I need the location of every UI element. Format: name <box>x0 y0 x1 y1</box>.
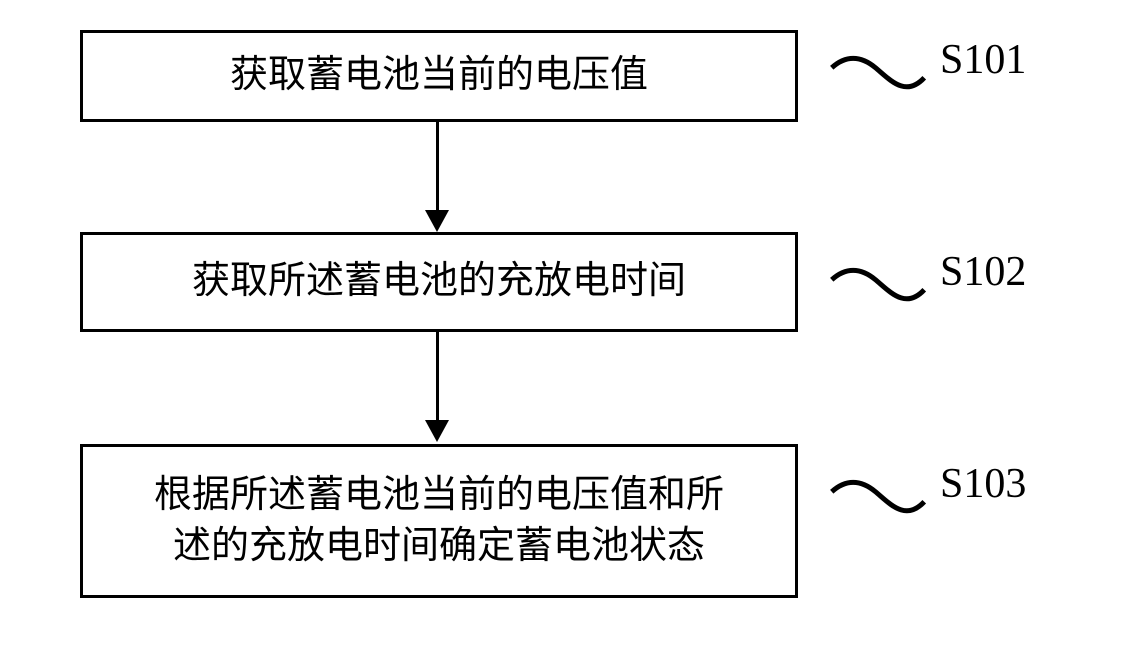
flow-node-2-text: 获取所述蓄电池的充放电时间 <box>192 256 686 307</box>
step-label-2-text: S102 <box>940 249 1026 295</box>
flow-node-3-text: 根据所述蓄电池当前的电压值和所 述的充放电时间确定蓄电池状态 <box>154 470 724 573</box>
flow-node-2: 获取所述蓄电池的充放电时间 <box>80 232 798 332</box>
step-label-1: S101 <box>940 36 1026 84</box>
flow-node-1: 获取蓄电池当前的电压值 <box>80 30 798 122</box>
arrow-1-line <box>436 122 439 212</box>
flowchart-canvas: 获取蓄电池当前的电压值 获取所述蓄电池的充放电时间 根据所述蓄电池当前的电压值和… <box>0 0 1128 648</box>
step-label-3-text: S103 <box>940 461 1026 507</box>
step-label-2: S102 <box>940 248 1026 296</box>
squiggle-1 <box>828 54 928 104</box>
step-label-3: S103 <box>940 460 1026 508</box>
arrow-2-line <box>436 332 439 422</box>
flow-node-3: 根据所述蓄电池当前的电压值和所 述的充放电时间确定蓄电池状态 <box>80 444 798 598</box>
squiggle-3 <box>828 478 928 528</box>
step-label-1-text: S101 <box>940 37 1026 83</box>
flow-node-1-text: 获取蓄电池当前的电压值 <box>230 50 648 101</box>
squiggle-2 <box>828 266 928 316</box>
arrow-1-head <box>425 210 449 232</box>
arrow-2-head <box>425 420 449 442</box>
